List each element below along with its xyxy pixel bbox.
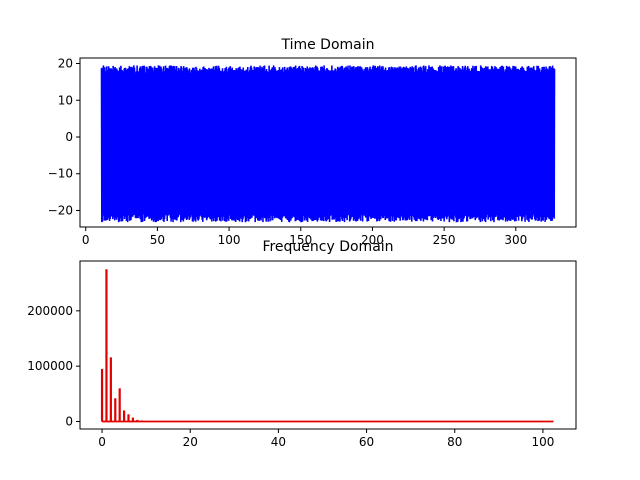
time-domain-ytick-label-4: 20 [58, 57, 73, 71]
time-domain-xtick-label-2: 100 [218, 233, 241, 247]
time-domain-xtick-label-3: 150 [289, 233, 312, 247]
frequency-domain-xtick-label-4: 80 [447, 435, 462, 449]
frequency-domain-title: Frequency Domain [262, 239, 393, 255]
frequency-domain-frame [79, 260, 577, 430]
frequency-domain-xtick-label-0: 0 [98, 435, 106, 449]
time-domain-ytick-label-2: 0 [65, 130, 73, 144]
frequency-domain-ticks: 0 20 40 60 80 100 0 100000 200000 [27, 304, 554, 449]
time-domain-ytick-label-1: −10 [48, 167, 73, 181]
time-domain-ytick-label-3: 10 [58, 93, 73, 107]
time-domain-xtick-label-6: 300 [504, 233, 527, 247]
time-domain-ticks: 0 50 100 150 200 250 300 −20 −10 0 10 20 [48, 57, 528, 247]
frequency-domain-ytick-label-1: 100000 [27, 359, 73, 373]
frequency-domain-xtick-label-2: 40 [271, 435, 286, 449]
frequency-domain-ytick-label-2: 200000 [27, 304, 73, 318]
frequency-domain-xtick-label-5: 100 [531, 435, 554, 449]
frequency-domain-axes: 0 20 40 60 80 100 0 100000 200000 Frequency Doma… [27, 239, 577, 449]
frequency-domain-xtick-label-3: 60 [359, 435, 374, 449]
frequency-domain-series [100, 269, 554, 423]
time-domain-ytick-label-0: −20 [48, 203, 73, 217]
time-domain-axes: Time Domain 0 50 100 150 200 250 300 −20 −10 0 10 2… [48, 37, 577, 247]
time-domain-xtick-label-5: 250 [433, 233, 456, 247]
time-domain-frame [79, 57, 577, 228]
time-domain-title: Time Domain [280, 37, 374, 53]
time-domain-xtick-label-1: 50 [150, 233, 165, 247]
time-domain-series [100, 65, 556, 223]
time-domain-line [100, 65, 556, 223]
time-domain-xtick-label-4: 200 [361, 233, 384, 247]
frequency-domain-ytick-label-0: 0 [65, 415, 73, 429]
frequency-domain-xtick-label-1: 20 [183, 435, 198, 449]
time-domain-xtick-label-0: 0 [82, 233, 90, 247]
